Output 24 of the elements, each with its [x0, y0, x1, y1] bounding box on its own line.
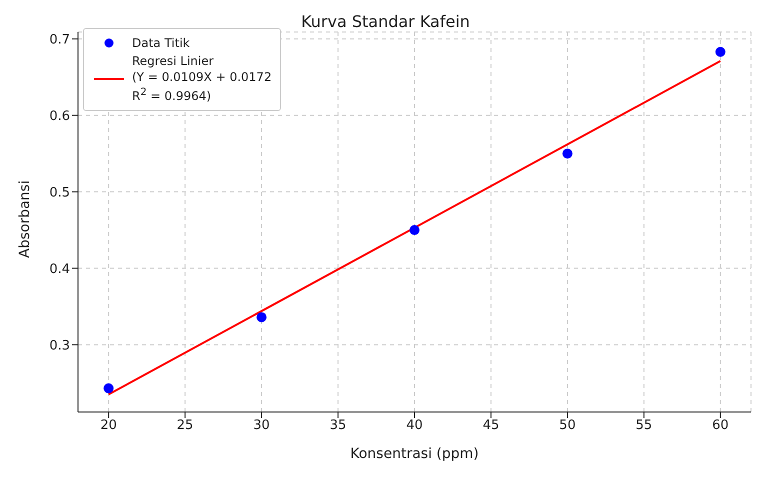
x-tick-label: 60	[712, 418, 729, 434]
x-axis-title: Konsentrasi (ppm)	[350, 446, 479, 462]
x-tick-label: 40	[406, 418, 423, 434]
y-tick-label: 0.7	[49, 32, 70, 48]
point	[562, 148, 572, 159]
y-axis-title: Absorbansi	[16, 180, 33, 258]
y-tick-label: 0.5	[49, 185, 70, 200]
point	[410, 225, 420, 236]
x-tick-label: 50	[559, 418, 576, 434]
legend-label: Regresi Linier (Y = 0.0109X + 0.0172 R$^{2}$ = 0.9964)	[132, 54, 272, 103]
x-tick-label: 35	[330, 418, 346, 434]
chart-title: Kurva Standar Kafein	[300, 12, 471, 31]
point	[104, 383, 114, 394]
legend-label: Data Titik	[132, 36, 190, 50]
x-tick-label: 55	[636, 418, 652, 434]
y-tick-label: 0.6	[49, 108, 70, 124]
x-tick-label: 30	[253, 418, 270, 434]
x-tick-label: 45	[482, 418, 500, 434]
x-tick-label: 25	[176, 418, 194, 434]
y-tick-label: 0.4	[49, 262, 70, 277]
y-tick-label: 0.3	[49, 338, 70, 354]
point	[256, 312, 267, 322]
point	[715, 46, 726, 57]
x-tick-label: 20	[100, 418, 117, 434]
